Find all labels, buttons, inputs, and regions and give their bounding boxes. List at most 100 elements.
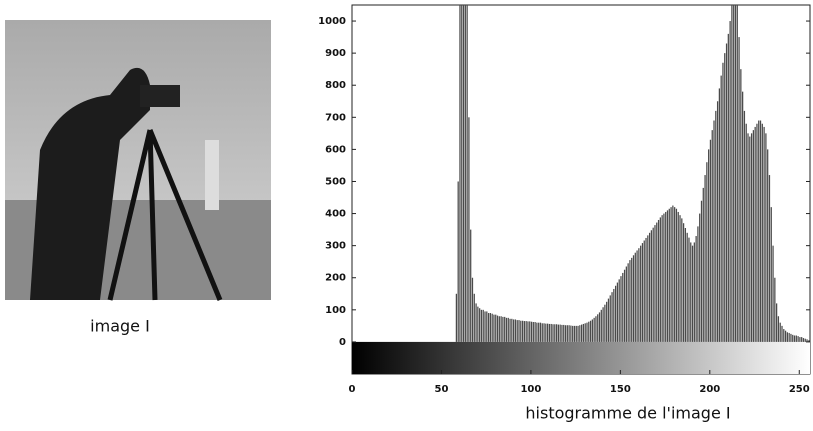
bar — [581, 324, 583, 342]
bar — [668, 208, 670, 342]
bar — [645, 237, 647, 342]
bar — [484, 311, 486, 342]
bar — [777, 316, 780, 342]
bar — [618, 279, 620, 342]
bar — [564, 325, 567, 342]
bar — [654, 225, 656, 342]
bar — [804, 338, 806, 342]
bar — [554, 324, 556, 342]
bar — [776, 303, 778, 342]
bar — [623, 269, 626, 342]
bar — [477, 306, 479, 342]
bar — [799, 337, 801, 342]
bar — [575, 325, 577, 342]
bar — [582, 323, 585, 342]
bar — [541, 323, 543, 342]
bar — [500, 316, 502, 342]
bar — [487, 313, 490, 342]
bar — [695, 236, 697, 342]
bar — [806, 339, 808, 342]
bar — [520, 320, 522, 342]
bar — [602, 307, 604, 342]
bar — [708, 149, 710, 342]
bar — [498, 316, 500, 342]
bar — [638, 248, 640, 342]
bar — [767, 149, 769, 342]
bar — [509, 318, 511, 342]
bar — [455, 293, 458, 342]
y-tick-label: 500 — [325, 176, 346, 187]
bar — [699, 213, 701, 342]
bar — [795, 335, 797, 342]
bar — [709, 139, 712, 342]
bar — [697, 226, 699, 342]
bar — [691, 245, 694, 342]
bar — [684, 228, 687, 342]
bar — [547, 323, 549, 342]
bar — [471, 277, 474, 342]
bar — [464, 5, 466, 342]
bar — [715, 110, 717, 342]
y-tick-label: 200 — [325, 273, 346, 284]
bar — [548, 323, 551, 342]
x-tick-label: 250 — [789, 384, 810, 395]
bar — [718, 88, 721, 342]
x-tick-label: 150 — [610, 384, 631, 395]
bar — [670, 207, 672, 342]
bar — [650, 230, 653, 342]
bar — [555, 324, 558, 342]
bar — [640, 245, 642, 342]
bar — [734, 5, 737, 342]
bar — [523, 321, 526, 342]
bar — [731, 5, 733, 342]
bar — [534, 322, 536, 342]
bar — [495, 314, 497, 342]
bar — [559, 324, 561, 342]
bar — [749, 136, 751, 342]
bar — [482, 309, 484, 342]
bar — [722, 62, 724, 342]
chart-title: histogramme de l'image I — [525, 404, 730, 423]
bar — [792, 334, 794, 342]
bar — [539, 322, 542, 342]
bar — [620, 276, 622, 342]
bar — [475, 303, 477, 342]
bar — [743, 110, 746, 342]
bar — [711, 130, 713, 342]
bar — [740, 69, 742, 342]
bar — [788, 332, 790, 342]
bar — [486, 311, 488, 342]
bar — [663, 213, 665, 342]
y-tick-label: 700 — [325, 112, 346, 123]
colorbar — [352, 341, 810, 374]
bar — [700, 200, 703, 342]
bar — [504, 316, 506, 342]
bar — [577, 325, 579, 342]
bar — [682, 223, 685, 342]
bar — [572, 325, 574, 342]
bar — [727, 33, 729, 342]
bar — [686, 232, 688, 342]
bar — [750, 133, 753, 342]
bars — [455, 5, 810, 342]
bar — [589, 320, 592, 342]
bar — [634, 252, 636, 342]
bar — [802, 338, 805, 342]
bar — [724, 53, 726, 342]
bar — [784, 330, 787, 342]
bar — [607, 298, 610, 342]
bar — [457, 181, 459, 342]
bar — [511, 318, 513, 342]
bar — [797, 336, 799, 342]
bar — [716, 101, 719, 342]
bar — [632, 255, 635, 342]
bar — [643, 240, 645, 342]
bar — [793, 335, 796, 342]
bar — [459, 5, 461, 342]
bar — [557, 324, 559, 342]
bar — [568, 325, 570, 342]
bar — [681, 218, 683, 342]
bar — [772, 245, 774, 342]
bar — [513, 319, 515, 342]
